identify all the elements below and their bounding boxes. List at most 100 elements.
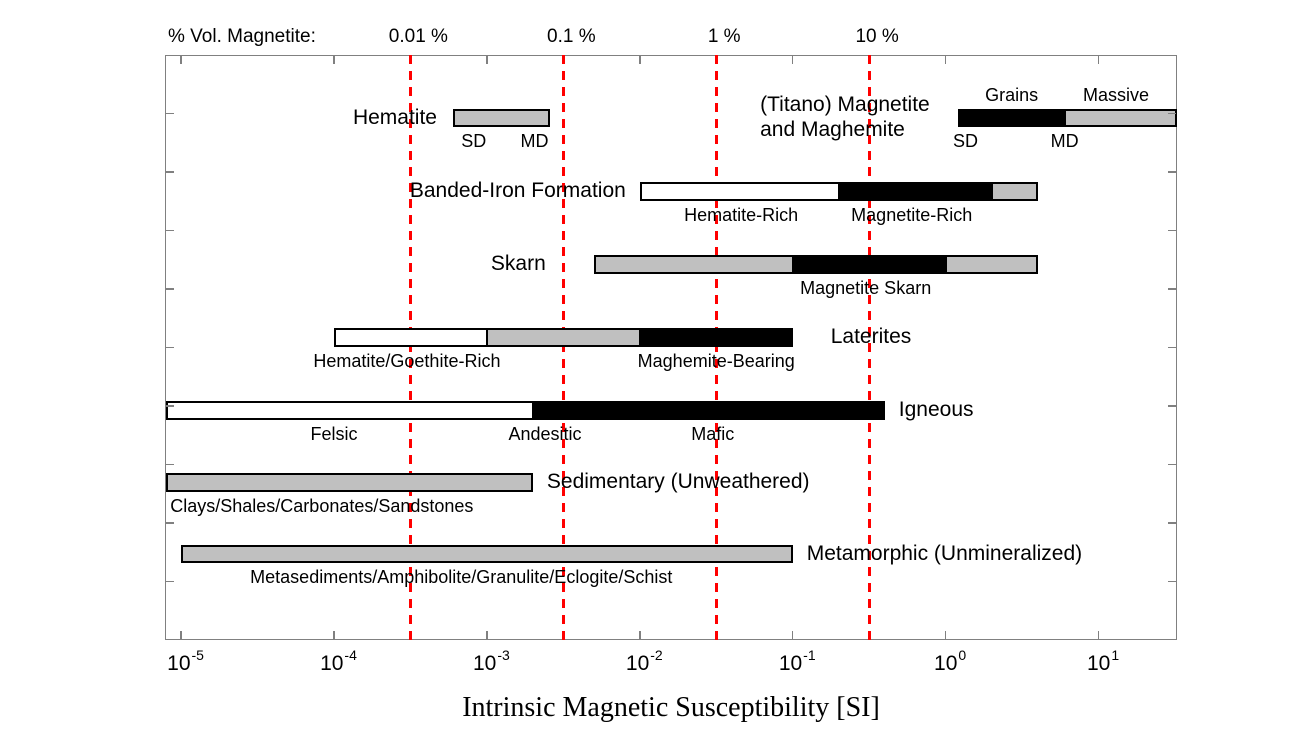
segment-caption: Grains [985,85,1039,105]
segment-divider [944,257,947,272]
row-metamorphic-unmineralized-bar [181,545,793,563]
bar-segment-gray [595,257,797,272]
row-label-hematite: Hematite [352,105,437,129]
segment-divider [837,184,840,199]
segment-divider [990,184,993,199]
row-laterites-bar [333,328,793,347]
segment-caption: Maghemite-Bearing [637,351,795,371]
row-banded-iron-formation-bar [639,182,1038,201]
bar-segment-gray [1064,111,1175,125]
plot-border [165,55,1177,640]
reference-line [408,55,412,640]
y-tick [166,522,174,524]
x-axis-title: Intrinsic Magnetic Susceptibility [SI] [462,692,880,723]
row-titano-magnetite-maghemite-bar [957,109,1177,127]
segment-caption: Massive [1082,85,1149,105]
segment-caption: Felsic [310,424,358,444]
y-tick [166,405,174,407]
x-tick-label: 10-4 [320,647,357,675]
x-tick-label: 101 [1086,647,1120,675]
top-reference-label: 0.1 % [547,26,596,47]
y-tick [1168,580,1176,583]
segment-divider [1063,111,1066,125]
x-tick [944,631,947,639]
bar-segment-black [792,257,950,272]
y-tick [1168,171,1176,173]
y-tick [166,112,174,115]
top-reference-label: 10 % [855,26,899,47]
reference-line [714,55,718,640]
y-tick [166,580,174,583]
top-reference-label: 0.01 % [388,26,448,47]
bar-segment-white [641,184,843,199]
x-tick-label: 10-5 [167,647,204,675]
segment-caption: MD [520,131,549,151]
y-tick [1168,112,1176,115]
segment-divider [485,330,488,345]
x-tick [486,56,488,64]
bar-segment-gray [945,257,1036,272]
bar-segment-gray [183,547,791,561]
bar-segment-white [168,403,537,418]
row-hematite-bar [452,109,551,127]
x-tick-label: 10-1 [778,647,816,675]
x-tick-label: 10-3 [472,647,510,675]
segment-caption: SD [953,131,979,151]
segment-caption: Mafic [691,424,735,444]
y-tick [1168,229,1176,232]
x-tick [1097,631,1100,639]
y-tick [166,288,174,290]
segment-caption: Hematite/Goethite-Rich [313,351,501,371]
bar-segment-black [639,330,791,345]
row-label-sedimentary-unweathered: Sedimentary (Unweathered) [546,470,810,493]
segment-caption: Metasediments/Amphibolite/Granulite/Eclo… [250,567,673,587]
x-tick [791,56,794,64]
y-tick [1168,522,1176,524]
segment-divider [638,330,641,345]
segment-caption: Magnetite Skarn [800,278,932,298]
top-axis-label: % Vol. Magnetite: [168,26,316,47]
y-tick [1168,288,1176,290]
bar-segment-white [335,330,491,345]
bar-segment-black [959,111,1069,125]
x-tick [180,631,182,639]
top-reference-label: 1 % [707,26,741,47]
bar-segment-black [838,184,996,199]
segment-caption: Andesitic [508,424,582,444]
row-sedimentary-unweathered-bar [166,473,533,492]
segment-caption: SD [461,131,487,151]
row-label-skarn: Skarn [490,252,546,275]
y-tick [1168,463,1176,466]
row-label-titano-magnetite-maghemite: (Titano) Magnetite and Maghemite [760,93,930,141]
bar-segment-gray [168,475,531,490]
y-tick [166,229,174,232]
y-tick [166,346,174,349]
row-label-igneous: Igneous [898,398,974,421]
x-tick [639,56,641,64]
row-igneous-bar [166,401,885,420]
bar-segment-gray [454,111,549,125]
x-tick [180,56,182,64]
x-tick-label: 100 [934,647,967,675]
bar-segment-gray [991,184,1036,199]
reference-line [561,55,565,640]
x-tick [333,56,335,64]
row-label-laterites: Laterites [830,325,912,348]
bar-segment-black [532,403,883,418]
y-tick [166,463,174,466]
y-tick [1168,405,1176,407]
row-label-banded-iron-formation: Banded-Iron Formation [409,179,626,202]
bar-segment-gray [486,330,644,345]
row-skarn-bar [593,255,1038,274]
reference-line [867,55,871,640]
x-tick [1097,56,1100,64]
segment-caption: MD [1050,131,1079,151]
x-tick [486,631,488,639]
segment-divider [791,257,794,272]
row-label-metamorphic-unmineralized: Metamorphic (Unmineralized) [806,541,1083,565]
x-tick [333,631,335,639]
segment-divider [531,403,534,418]
x-tick [791,631,794,639]
y-tick [166,171,174,173]
